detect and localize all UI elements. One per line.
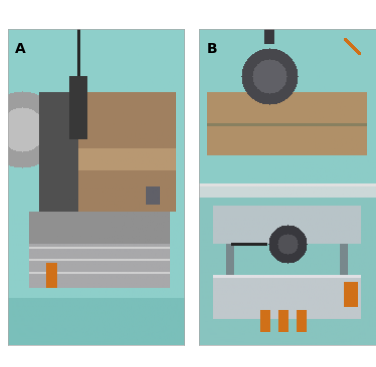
Text: A: A	[15, 42, 25, 56]
Text: B: B	[206, 42, 217, 56]
